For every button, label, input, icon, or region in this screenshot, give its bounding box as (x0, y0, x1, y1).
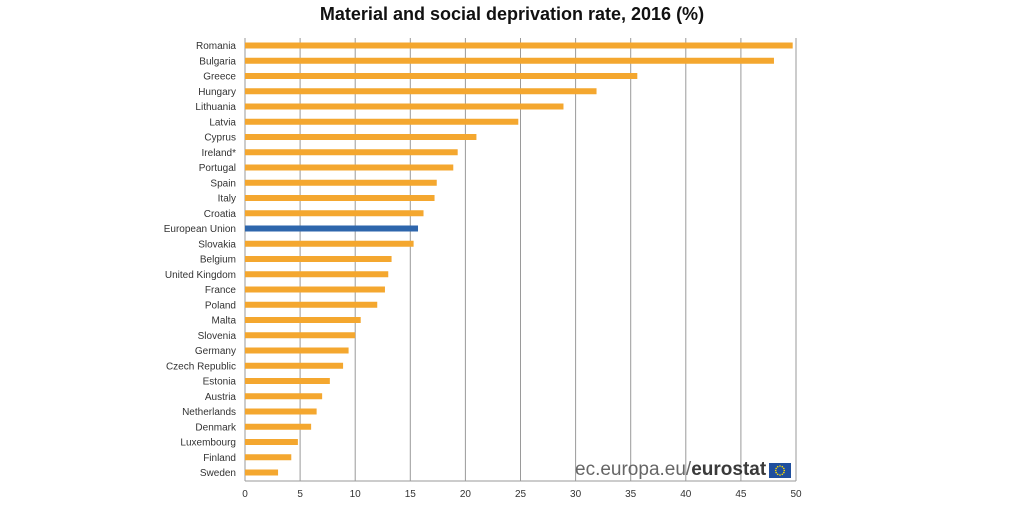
x-tick-labels: 0 5 10 15 20 25 30 35 40 45 50 (242, 489, 802, 500)
category-label: Estonia (203, 377, 237, 388)
bar (245, 332, 356, 339)
bar (245, 423, 312, 430)
category-label: Portugal (199, 163, 236, 174)
category-label: Sweden (200, 468, 236, 479)
category-label: Malta (212, 316, 237, 327)
category-label: Czech Republic (166, 361, 236, 372)
bars (245, 42, 793, 476)
bar (245, 347, 349, 354)
category-label: Latvia (209, 117, 236, 128)
category-label: Poland (205, 300, 236, 311)
x-tick-label: 45 (735, 489, 747, 500)
category-label: Germany (195, 346, 236, 357)
bar (245, 103, 564, 110)
bar (245, 179, 437, 186)
bar (245, 256, 392, 262)
bar (245, 73, 638, 79)
x-tick-label: 0 (242, 489, 248, 500)
x-tick-label: 50 (790, 489, 802, 500)
x-tick-label: 20 (460, 489, 472, 500)
bar (245, 469, 279, 476)
category-label: Finland (203, 453, 236, 464)
bar (245, 134, 477, 140)
bar (245, 439, 298, 445)
category-label: Greece (203, 72, 236, 83)
x-tick-label: 5 (297, 489, 303, 500)
bar (245, 164, 454, 171)
bar (245, 378, 330, 384)
bar (245, 225, 419, 232)
bar (245, 393, 323, 400)
category-label: Slovenia (198, 331, 237, 342)
bar (245, 362, 344, 369)
bar (245, 57, 774, 64)
category-label: France (205, 285, 237, 296)
category-label: Spain (210, 178, 236, 189)
x-tick-label: 15 (405, 489, 417, 500)
category-label: Romania (196, 41, 236, 52)
bar (245, 301, 378, 308)
eurostat-watermark: ec.europa.eu/eurostat (575, 459, 792, 481)
category-label: Denmark (195, 422, 237, 433)
category-label: Slovakia (198, 239, 236, 250)
category-label: Bulgaria (199, 56, 236, 67)
watermark-site: ec.europa.eu/ (575, 459, 692, 480)
category-label: United Kingdom (165, 270, 236, 281)
chart-title: Material and social deprivation rate, 20… (319, 4, 705, 24)
x-tick-label: 10 (350, 489, 362, 500)
bar (245, 88, 597, 95)
x-tick-label: 40 (680, 489, 692, 500)
bar (245, 286, 385, 293)
category-label: Austria (205, 392, 237, 403)
category-label: Lithuania (195, 102, 236, 113)
bar (245, 408, 317, 415)
bar (245, 42, 793, 49)
bar (245, 210, 424, 217)
bar (245, 195, 435, 201)
x-tick-label: 30 (570, 489, 582, 500)
bar (245, 118, 519, 125)
watermark-brand: eurostat (691, 459, 767, 480)
bar (245, 271, 389, 278)
category-label: Cyprus (204, 133, 236, 144)
eu-flag-icon (769, 462, 792, 478)
category-labels: Romania Bulgaria Greece Hungary Lithuania Lat… (164, 41, 237, 479)
bar (245, 317, 361, 323)
x-tick-label: 35 (625, 489, 637, 500)
category-label: Italy (218, 194, 236, 205)
category-label: Croatia (204, 209, 237, 220)
x-tick-label: 25 (515, 489, 527, 500)
bar (245, 454, 292, 461)
category-label: Netherlands (182, 407, 236, 418)
category-label: European Union (164, 224, 236, 235)
category-label: Ireland* (202, 148, 237, 159)
bar (245, 149, 458, 156)
bar (245, 240, 414, 247)
category-label: Hungary (198, 87, 236, 98)
category-label: Luxembourg (180, 438, 236, 449)
category-label: Belgium (200, 255, 236, 266)
